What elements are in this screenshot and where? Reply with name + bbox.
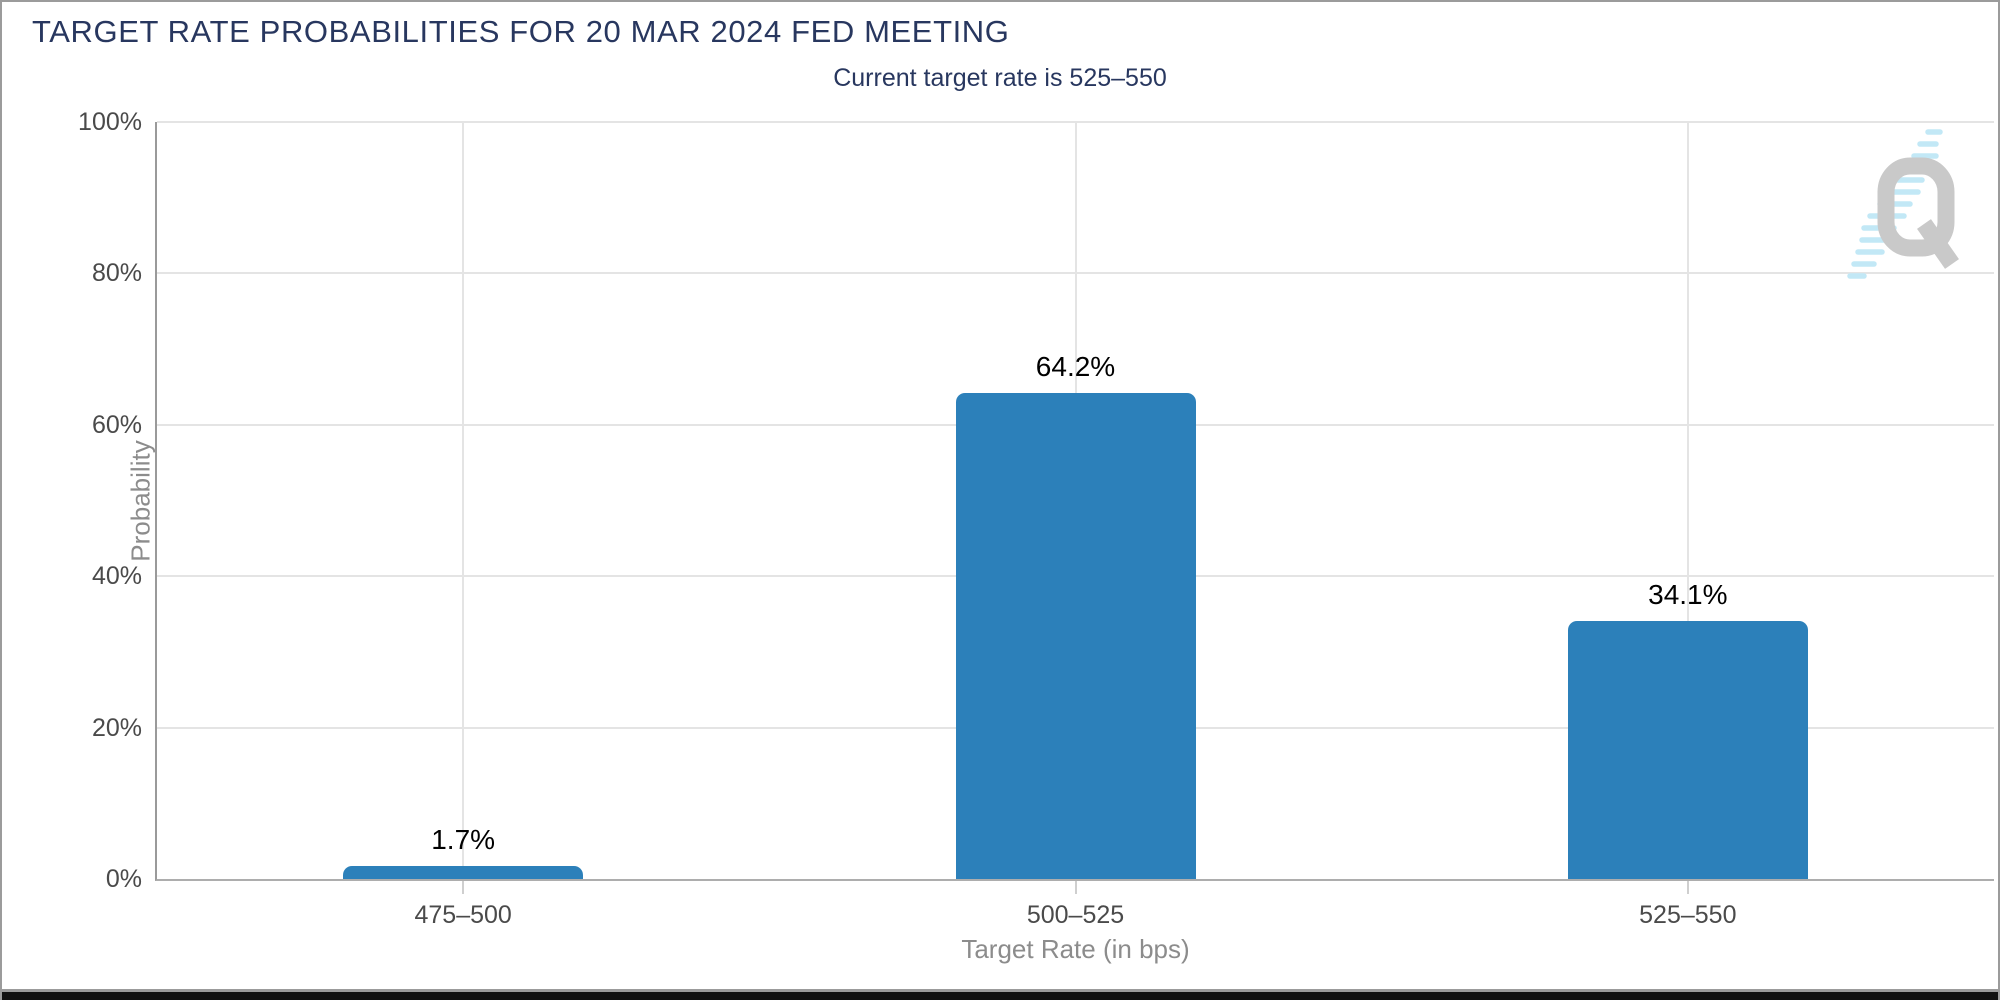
bar-value-label: 1.7% <box>431 824 496 856</box>
plot-area: 1.7% 64.2% 34.1% 0% 20% 40% 60% 80% 100% 475–500… <box>78 108 1994 964</box>
x-tick-mark <box>1074 881 1077 894</box>
bar-value-label: 34.1% <box>1648 578 1728 610</box>
y-tick-label: 40% <box>91 562 142 591</box>
y-tick-label: 60% <box>91 410 142 439</box>
x-tick-label: 525–550 <box>1639 901 1737 929</box>
chart-title: TARGET RATE PROBABILITIES FOR 20 MAR 202… <box>32 14 1010 49</box>
x-gridline <box>462 122 465 879</box>
bar-525–550 <box>1567 620 1808 879</box>
y-tick-label: 0% <box>105 865 142 893</box>
y-tick-label: 100% <box>78 108 142 136</box>
x-axis-title: Target Rate (in bps) <box>961 934 1190 964</box>
y-axis-title: Probability <box>125 439 156 562</box>
x-tick-mark <box>1686 881 1689 894</box>
x-tick-label: 500–525 <box>1026 901 1125 929</box>
bar-500–525 <box>955 393 1196 879</box>
y-tick-label: 20% <box>91 713 142 742</box>
x-gridline <box>1686 122 1689 879</box>
watermark-q-tail <box>1917 219 1959 269</box>
chart-subtitle: Current target rate is 525–550 <box>833 64 1167 92</box>
x-tick-label: 475–500 <box>414 901 512 929</box>
bottom-edge-strip <box>2 992 1998 1000</box>
y-tick-label: 80% <box>91 259 142 288</box>
quikstrike-q-watermark-icon <box>1847 129 1959 279</box>
bottom-border <box>2 989 1998 992</box>
x-tick-mark <box>462 881 465 894</box>
watermark-q-ring <box>1877 157 1955 257</box>
bar-475–500 <box>343 866 584 879</box>
bar-value-label: 64.2% <box>1035 351 1116 383</box>
